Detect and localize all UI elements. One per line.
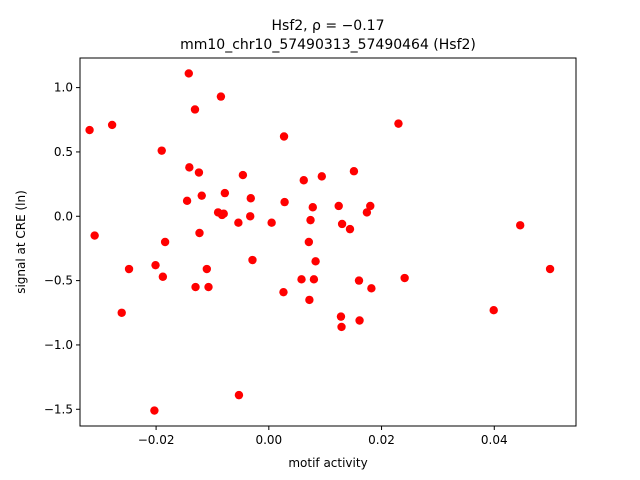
y-tick-label: 1.0 [54, 81, 73, 95]
data-point [117, 308, 126, 317]
chart-title: Hsf2, ρ = −0.17 [272, 18, 385, 34]
x-tick-label: 0.02 [368, 433, 395, 447]
data-point [151, 260, 160, 270]
data-points [85, 69, 555, 415]
data-point [124, 264, 134, 274]
data-point [219, 209, 228, 218]
data-point [157, 146, 166, 155]
data-point [248, 255, 257, 265]
data-point [309, 275, 319, 284]
data-point [304, 237, 314, 247]
data-point [317, 172, 326, 181]
x-tick-label: −0.02 [138, 433, 175, 447]
x-tick-label: 0.00 [255, 433, 282, 447]
y-tick-label: −0.5 [44, 274, 73, 288]
plot-frame [79, 57, 577, 427]
data-point [299, 176, 308, 185]
chart-subtitle: mm10_chr10_57490313_57490464 (Hsf2) [180, 37, 476, 53]
y-tick-label: 0.5 [54, 145, 73, 159]
data-point [216, 92, 226, 101]
data-point [545, 264, 555, 274]
data-point [184, 69, 193, 78]
x-tick-label: 0.04 [481, 433, 508, 447]
data-point [90, 231, 99, 240]
data-point [279, 287, 288, 297]
data-point [158, 272, 168, 281]
data-point [238, 170, 248, 180]
data-point [246, 212, 255, 221]
data-point [355, 316, 364, 325]
y-tick-label: −1.5 [44, 402, 73, 416]
data-point [334, 201, 343, 211]
data-point [366, 201, 375, 211]
data-point [311, 257, 320, 266]
data-point [182, 196, 192, 206]
data-point [308, 203, 317, 212]
data-point [280, 197, 289, 207]
data-point [362, 208, 372, 217]
y-axis-label: signal at CRE (ln) [14, 190, 28, 294]
data-point [107, 120, 117, 130]
data-point [306, 215, 315, 225]
data-point [279, 132, 289, 141]
data-point [337, 322, 346, 332]
data-point [345, 224, 355, 234]
x-axis-label: motif activity [288, 456, 367, 470]
data-point [349, 167, 359, 176]
data-point [337, 219, 347, 229]
data-point [85, 125, 94, 135]
data-point [516, 221, 525, 230]
data-point [220, 188, 230, 198]
y-tick-label: 0.0 [54, 209, 73, 223]
data-point [194, 168, 204, 177]
data-point [190, 105, 200, 114]
y-tick-label: −1.0 [44, 338, 73, 352]
data-point [197, 191, 206, 200]
data-point [305, 295, 314, 305]
data-point [297, 275, 306, 284]
data-point [234, 390, 244, 400]
data-point [354, 276, 364, 285]
data-point [160, 237, 170, 247]
data-point [400, 273, 409, 283]
data-point [246, 194, 255, 203]
data-point [336, 312, 346, 321]
data-point [489, 305, 498, 315]
data-point [202, 264, 212, 274]
x-axis-ticks: −0.02 0.00 0.02 0.04 [138, 426, 508, 447]
data-point [195, 228, 204, 238]
data-point [234, 218, 243, 227]
data-point [185, 163, 194, 172]
data-point [394, 119, 403, 128]
data-point [267, 218, 276, 227]
y-axis-ticks: −1.5 −1.0 −0.5 0.0 0.5 1.0 [44, 81, 80, 416]
data-point [150, 406, 159, 415]
data-point [204, 282, 213, 292]
data-point [367, 284, 376, 293]
data-point [191, 282, 200, 292]
